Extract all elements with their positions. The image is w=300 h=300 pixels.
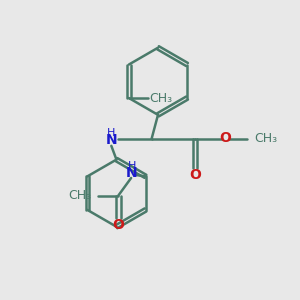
Text: CH₃: CH₃ — [150, 92, 173, 105]
Text: N: N — [126, 166, 138, 180]
Text: N: N — [106, 134, 117, 147]
Text: H: H — [107, 128, 116, 138]
Text: O: O — [189, 168, 201, 182]
Text: O: O — [112, 218, 124, 232]
Text: CH₃: CH₃ — [69, 189, 92, 202]
Text: O: O — [219, 131, 231, 145]
Text: H: H — [128, 161, 136, 171]
Text: CH₃: CH₃ — [254, 132, 278, 145]
